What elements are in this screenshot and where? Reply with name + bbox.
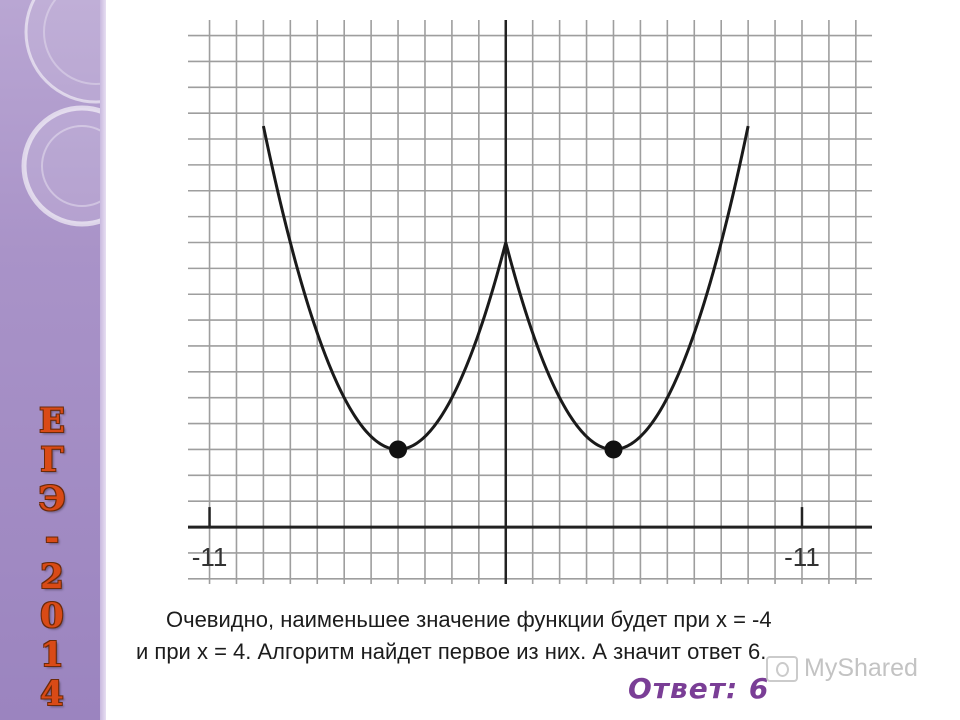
x-tick-label: -11 — [784, 542, 820, 572]
title-letter: 2 — [40, 557, 64, 597]
minimum-point — [389, 440, 408, 459]
vertical-title: Е Г Э - 2 0 1 4 — [22, 402, 82, 714]
watermark: MyShared — [766, 654, 918, 683]
sidebar-edge — [100, 0, 106, 720]
decorative-circles — [21, 0, 106, 227]
function-curve-right — [504, 125, 750, 451]
title-letter: 4 — [40, 674, 64, 714]
title-letter: - — [44, 518, 60, 558]
title-letter: 0 — [40, 596, 64, 636]
sidebar: Е Г Э - 2 0 1 4 — [0, 0, 106, 720]
title-letter: Г — [40, 440, 64, 480]
function-curve-left — [261, 125, 508, 451]
presentation-icon — [766, 655, 798, 682]
watermark-text: MyShared — [804, 654, 918, 682]
caption: Очевидно, наименьшее значение функции бу… — [120, 604, 920, 668]
function-graph: -11 -11 — [188, 20, 872, 584]
title-letter: Э — [38, 479, 66, 519]
caption-line-2: и при x = 4. Алгоритм найдет первое из н… — [136, 639, 767, 664]
minimum-point — [604, 440, 623, 459]
title-letter: 1 — [40, 635, 64, 675]
x-tick-label: -11 — [192, 542, 228, 572]
title-letter: Е — [39, 401, 65, 441]
answer-label: Ответ: 6 — [628, 672, 770, 705]
caption-line-1: Очевидно, наименьшее значение функции бу… — [166, 607, 772, 632]
